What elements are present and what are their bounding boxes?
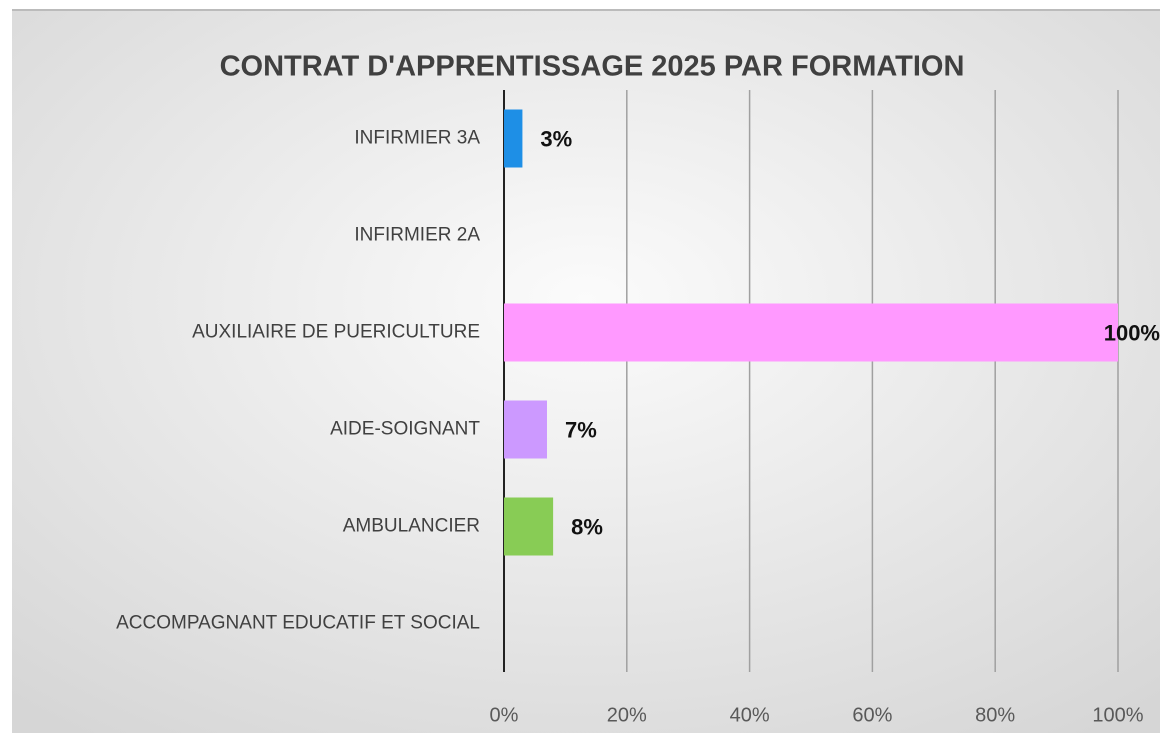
y-tick-label: AUXILIAIRE DE PUERICULTURE	[192, 322, 480, 343]
x-tick-label: 100%	[1092, 704, 1143, 726]
y-tick-label: INFIRMIER 3A	[354, 128, 480, 149]
x-tick-label: 20%	[607, 704, 647, 726]
data-label: 3%	[540, 126, 572, 151]
data-label: 8%	[571, 514, 603, 539]
y-tick-label: ACCOMPAGNANT EDUCATIF ET SOCIAL	[116, 613, 480, 634]
data-label: 100%	[1104, 320, 1160, 345]
y-tick-label: INFIRMIER 2A	[354, 225, 480, 246]
chart-title: CONTRAT D'APPRENTISSAGE 2025 PAR FORMATI…	[220, 51, 965, 83]
data-label: 7%	[565, 417, 597, 442]
bar	[504, 400, 547, 459]
bar	[504, 497, 554, 556]
x-tick-label: 60%	[852, 704, 892, 726]
x-tick-label: 40%	[730, 704, 770, 726]
x-tick-label: 80%	[975, 704, 1015, 726]
bar	[504, 109, 523, 168]
y-tick-label: AMBULANCIER	[343, 516, 480, 537]
y-tick-label: AIDE-SOIGNANT	[330, 419, 480, 440]
x-tick-label: 0%	[490, 704, 519, 726]
bar	[504, 303, 1118, 362]
chart-background	[12, 10, 1160, 733]
